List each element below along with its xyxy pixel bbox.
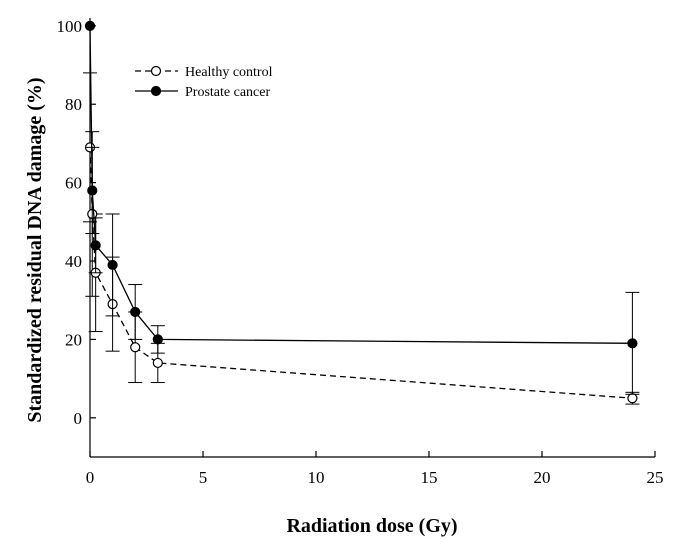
- x-tick-label: 10: [308, 468, 325, 487]
- data-point: [130, 306, 141, 318]
- data-point: [90, 240, 101, 251]
- data-point: [87, 185, 98, 196]
- legend-marker: [150, 85, 162, 97]
- series-line: [89, 25, 633, 344]
- x-tick-label: 5: [199, 468, 208, 487]
- x-tick-label: 15: [421, 468, 438, 487]
- data-point: [627, 338, 638, 349]
- series-line: [89, 147, 633, 399]
- axes: 0 5 10 15 20 25 0 20 40 60 80 100: [57, 17, 664, 487]
- data-point: [130, 342, 141, 353]
- data-point: [152, 334, 163, 345]
- data-point: [84, 20, 96, 31]
- x-tick-label: 25: [647, 468, 664, 487]
- series-layer: [83, 20, 640, 405]
- y-axis-title: Standardized residual DNA damage (%): [24, 77, 46, 422]
- y-tick-label: 0: [74, 409, 83, 428]
- legend: Healthy control Prostate cancer: [135, 65, 273, 100]
- data-point: [107, 259, 118, 271]
- x-tick-label: 20: [534, 468, 551, 487]
- y-tick-label: 40: [65, 252, 82, 271]
- x-tick-label: 0: [86, 468, 95, 487]
- legend-marker: [150, 65, 162, 77]
- y-tick-label: 20: [65, 330, 82, 349]
- series-1: [83, 72, 640, 405]
- y-tick-label: 100: [57, 17, 83, 36]
- legend-label: Prostate cancer: [185, 85, 270, 100]
- data-point: [152, 357, 163, 369]
- y-tick-label: 60: [65, 174, 82, 193]
- y-tick-label: 80: [65, 95, 82, 114]
- series-2: [84, 20, 640, 395]
- x-axis-title: Radiation dose (Gy): [286, 515, 457, 537]
- legend-label: Healthy control: [185, 65, 273, 80]
- data-point: [627, 393, 638, 404]
